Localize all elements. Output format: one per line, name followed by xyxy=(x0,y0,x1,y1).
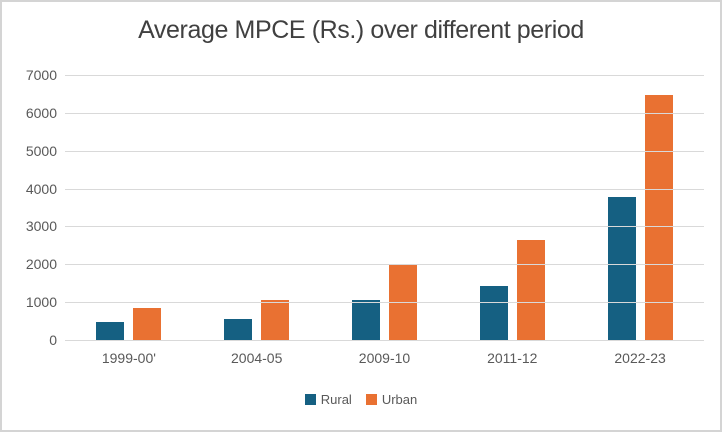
legend: Rural Urban xyxy=(2,392,720,407)
gridline xyxy=(65,150,704,152)
y-tick-label: 5000 xyxy=(25,142,57,159)
y-tick-label: 2000 xyxy=(25,256,57,273)
y-tick-label: 7000 xyxy=(25,67,57,83)
legend-item-rural: Rural xyxy=(304,392,352,407)
gridline xyxy=(65,226,704,228)
plot-area xyxy=(65,75,704,341)
legend-label: Urban xyxy=(381,392,418,407)
y-tick-label: 4000 xyxy=(25,180,57,197)
bar-group xyxy=(576,75,704,340)
x-tick-label: 2022-23 xyxy=(614,350,666,366)
legend-label: Rural xyxy=(320,392,352,407)
x-tick-label: 2009-10 xyxy=(358,350,411,366)
bar-urban xyxy=(516,240,545,340)
x-tick-label: 2004-05 xyxy=(231,350,283,366)
bar-urban xyxy=(644,95,673,340)
gridline xyxy=(65,302,704,304)
y-tick-label: 6000 xyxy=(25,104,57,121)
x-axis: 1999-00' 2004-05 2009-10 2011-12 2022-23 xyxy=(65,350,704,366)
x-tick-label: 1999-00' xyxy=(101,350,156,366)
gridline xyxy=(65,188,704,190)
legend-swatch-urban xyxy=(365,394,377,405)
gridline xyxy=(65,340,704,341)
bar-rural xyxy=(224,318,253,340)
bar-groups xyxy=(65,75,704,340)
legend-swatch-rural xyxy=(304,394,316,405)
chart-title: Average MPCE (Rs.) over different period xyxy=(138,16,584,44)
bar-group xyxy=(65,75,193,340)
gridline xyxy=(65,75,704,76)
bar-group xyxy=(193,75,321,340)
y-tick-label: 3000 xyxy=(25,218,57,235)
bar-rural xyxy=(607,197,636,340)
y-tick-label: 0 xyxy=(49,332,57,348)
bar-rural xyxy=(96,321,125,340)
y-axis: 0 1000 2000 3000 4000 5000 6000 7000 xyxy=(2,67,57,348)
bar-urban xyxy=(261,300,290,340)
gridline xyxy=(65,112,704,114)
bar-rural xyxy=(351,300,380,340)
x-tick-label: 2011-12 xyxy=(487,350,538,366)
bar-urban xyxy=(133,307,162,340)
gridline xyxy=(65,264,704,266)
legend-item-urban: Urban xyxy=(365,392,418,407)
bar-group xyxy=(321,75,449,340)
y-tick-label: 1000 xyxy=(25,294,57,311)
bar-group xyxy=(448,75,576,340)
bar-rural xyxy=(479,285,508,340)
